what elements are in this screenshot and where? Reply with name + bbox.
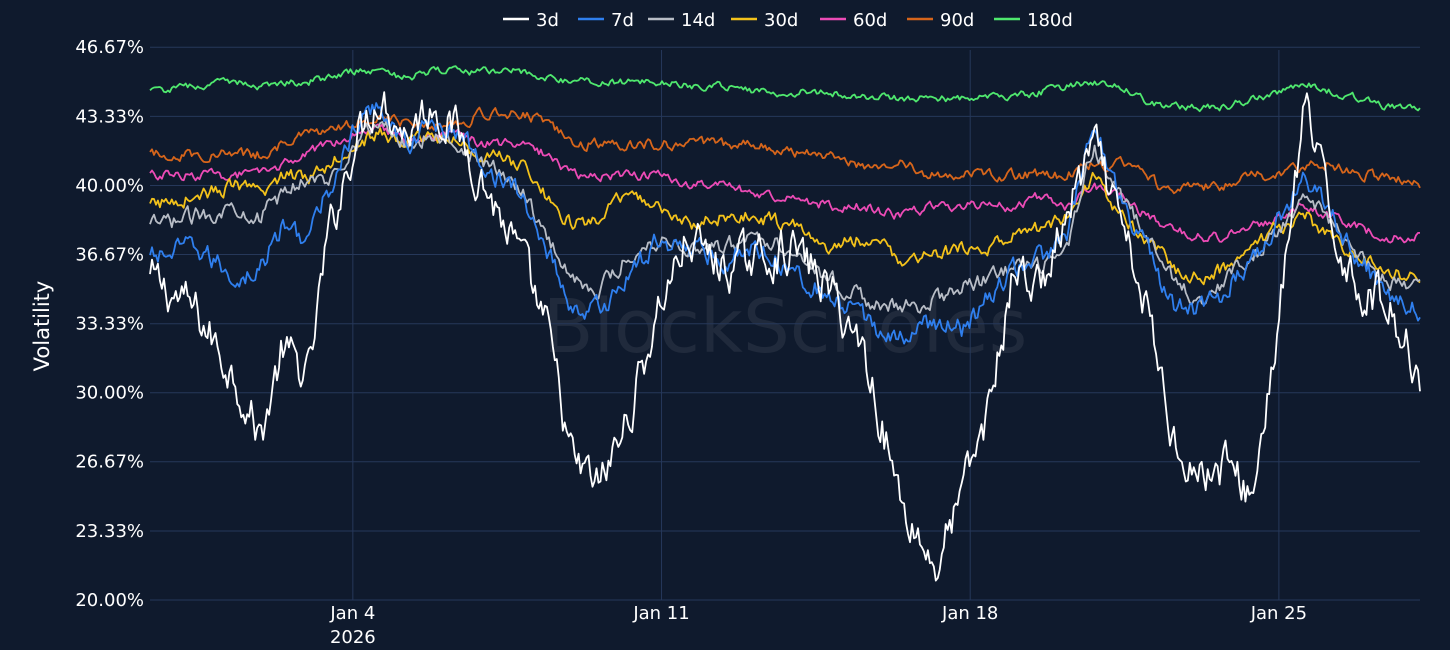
series-line-30d — [149, 127, 1421, 286]
x-axis-ticks: Jan 4 2026 Jan 11 Jan 18 Jan 25 — [329, 603, 1307, 648]
legend-label: 60d — [853, 10, 887, 31]
y-tick-label: 23.33% — [75, 521, 144, 542]
x-tick-label: Jan 4 — [329, 603, 375, 624]
series-lines — [149, 65, 1421, 582]
legend-item-180d[interactable]: 180d — [994, 10, 1073, 31]
legend-label: 90d — [940, 10, 974, 31]
legend-item-60d[interactable]: 60d — [820, 10, 887, 31]
legend-label: 30d — [764, 10, 798, 31]
legend-label: 180d — [1027, 10, 1073, 31]
legend-item-90d[interactable]: 90d — [907, 10, 974, 31]
y-tick-label: 26.67% — [75, 452, 144, 473]
legend-label: 14d — [681, 10, 715, 31]
series-line-3d — [149, 91, 1421, 582]
legend-item-3d[interactable]: 3d — [503, 10, 559, 31]
legend-item-14d[interactable]: 14d — [648, 10, 715, 31]
y-tick-label: 20.00% — [75, 590, 144, 611]
y-axis-label: Volatility — [30, 281, 54, 372]
legend-label: 7d — [611, 10, 634, 31]
y-axis-ticks: 20.00% 23.33% 26.67% 30.00% 33.33% 36.67% 40.0… — [75, 37, 144, 611]
x-tick-label: Jan 18 — [941, 603, 998, 624]
y-tick-label: 43.33% — [75, 106, 144, 127]
series-line-90d — [149, 106, 1421, 195]
legend[interactable]: 3d 7d 14d 30d 60d 90d 180d — [503, 10, 1073, 31]
legend-item-30d[interactable]: 30d — [731, 10, 798, 31]
y-tick-label: 46.67% — [75, 37, 144, 58]
y-tick-label: 36.67% — [75, 244, 144, 265]
legend-item-7d[interactable]: 7d — [578, 10, 634, 31]
watermark-text: BlockScholes — [543, 284, 1028, 370]
series-line-180d — [149, 65, 1421, 113]
y-tick-label: 30.00% — [75, 383, 144, 404]
legend-label: 3d — [536, 10, 559, 31]
y-tick-label: 33.33% — [75, 314, 144, 335]
x-tick-label: Jan 25 — [1250, 603, 1307, 624]
y-tick-label: 40.00% — [75, 175, 144, 196]
x-tick-label: Jan 11 — [632, 603, 689, 624]
x-tick-sublabel: 2026 — [330, 627, 376, 648]
